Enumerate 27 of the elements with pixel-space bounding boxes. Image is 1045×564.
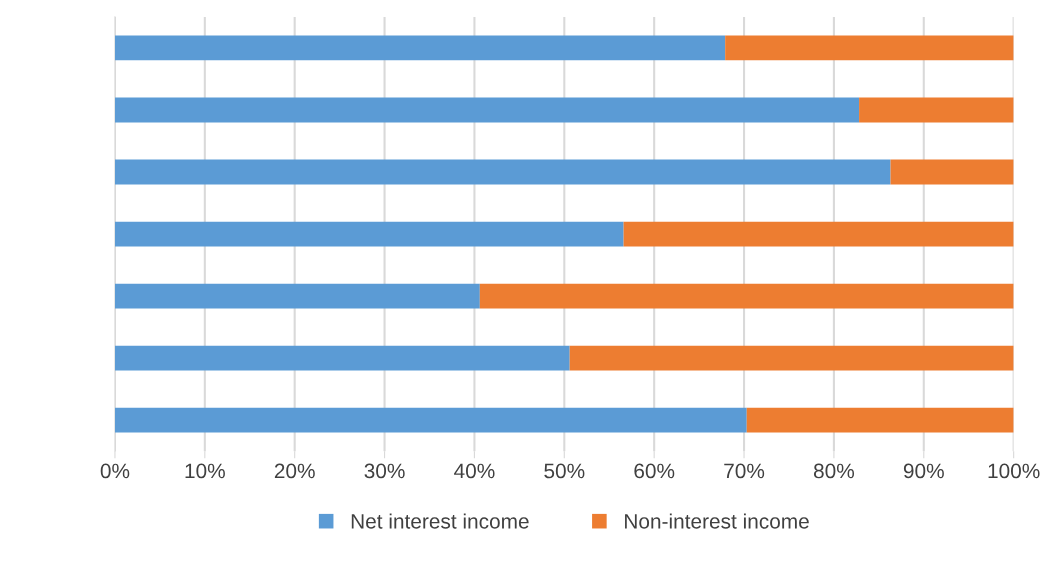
bar bbox=[114, 35, 726, 61]
x-tick-label: 50% bbox=[544, 463, 585, 479]
bar bbox=[725, 35, 1014, 61]
x-tick-label: 100% bbox=[988, 463, 1040, 479]
bar bbox=[114, 97, 860, 123]
x-tick-label: 20% bbox=[274, 463, 315, 479]
bar bbox=[859, 97, 1014, 123]
bar bbox=[114, 221, 624, 247]
x-tick-label: 10% bbox=[185, 463, 225, 479]
bar bbox=[114, 283, 480, 309]
legend-label: Non-interest income bbox=[625, 513, 809, 529]
bar bbox=[746, 407, 1014, 433]
bar bbox=[114, 407, 747, 433]
x-tick-label: 40% bbox=[454, 463, 495, 479]
legend-label: Net interest income bbox=[351, 513, 529, 529]
x-tick-label: 70% bbox=[724, 463, 765, 479]
x-tick-label: 80% bbox=[813, 463, 855, 479]
x-tick-label: 30% bbox=[364, 463, 405, 479]
bar bbox=[569, 345, 1014, 371]
x-tick-label: 0% bbox=[100, 463, 130, 479]
bar bbox=[479, 283, 1014, 309]
bar bbox=[890, 159, 1014, 185]
x-tick-label: 60% bbox=[634, 463, 675, 479]
bar bbox=[114, 345, 570, 371]
bar bbox=[623, 221, 1014, 247]
bar bbox=[114, 159, 891, 185]
x-tick-label: 90% bbox=[903, 463, 944, 479]
